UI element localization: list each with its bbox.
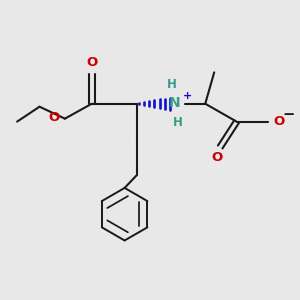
Text: O: O bbox=[273, 115, 285, 128]
Text: −: − bbox=[282, 107, 294, 122]
Text: O: O bbox=[211, 151, 222, 164]
Text: H: H bbox=[173, 116, 183, 129]
Text: N: N bbox=[169, 95, 181, 110]
Text: +: + bbox=[183, 91, 193, 101]
Text: O: O bbox=[48, 111, 59, 124]
Text: H: H bbox=[167, 78, 177, 91]
Text: O: O bbox=[86, 56, 98, 69]
